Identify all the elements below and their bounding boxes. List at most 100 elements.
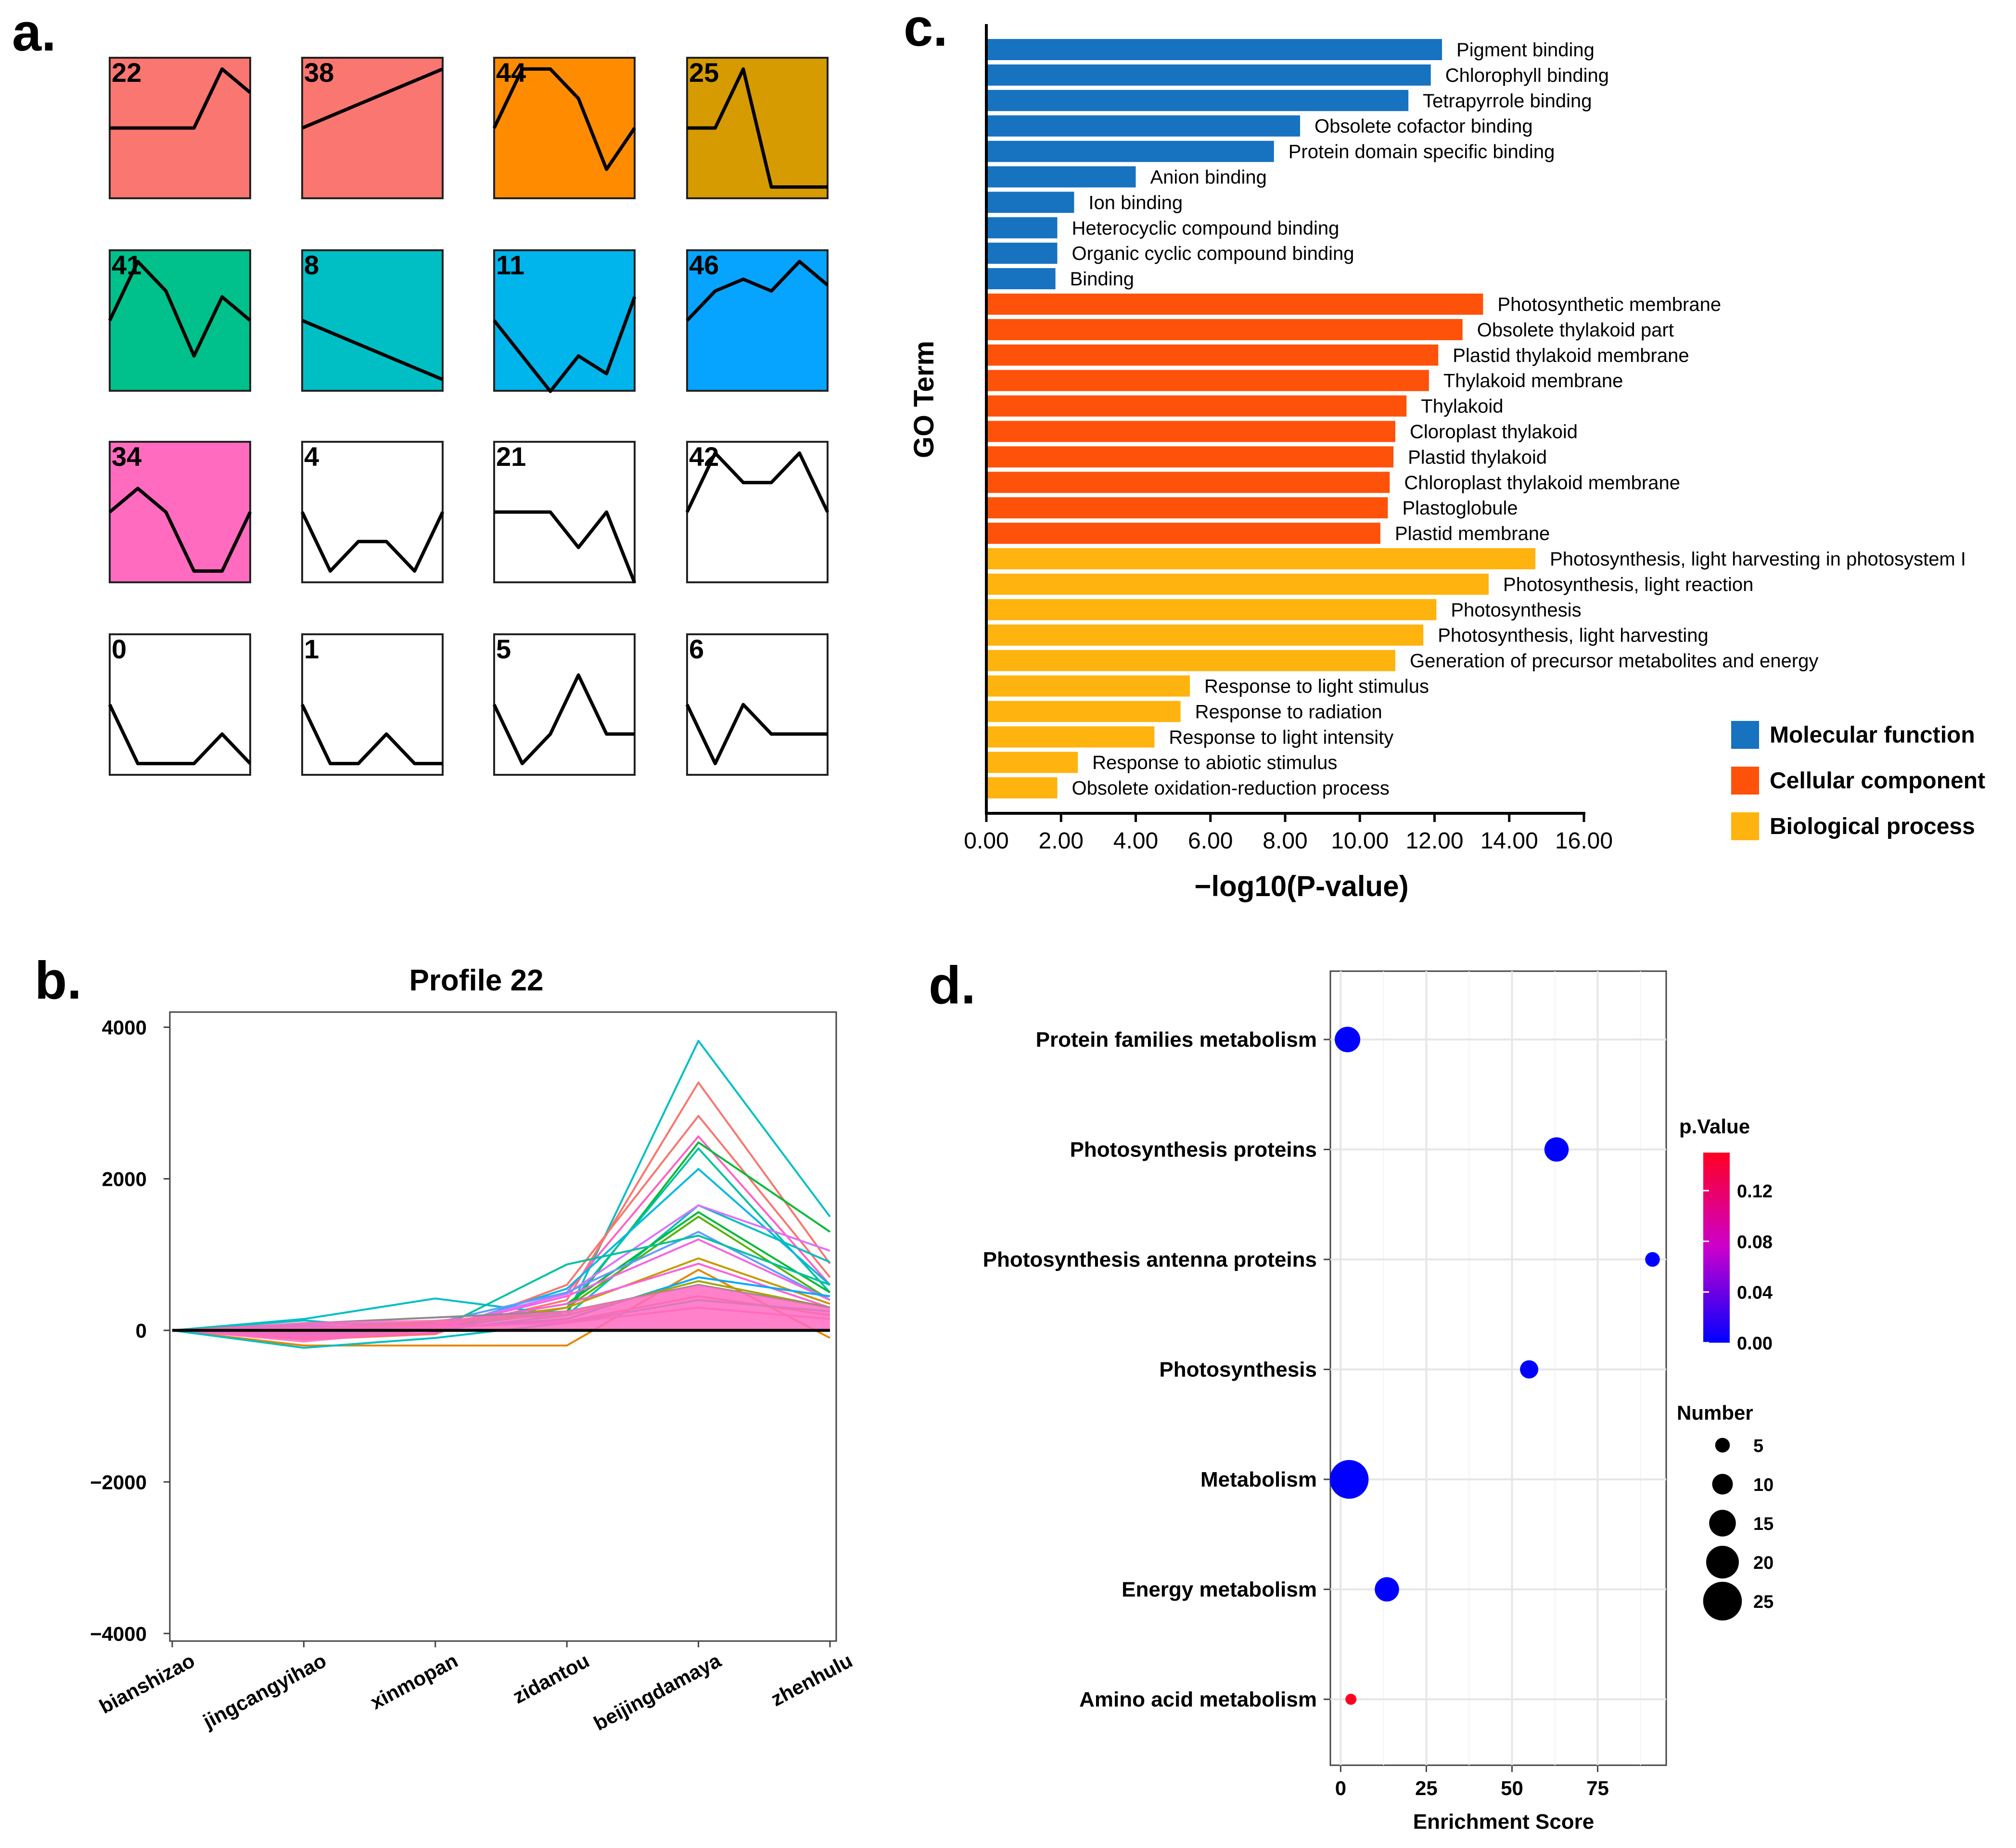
colorbar-tick-label: 0.12 — [1737, 1181, 1773, 1202]
profile-id-label: 1 — [304, 634, 319, 664]
panel-c-legend: Molecular function Cellular component Biol… — [1731, 721, 1985, 840]
panel-a-profiles: 22 38 44 25 41 8 11 46 34 4 21 42 0 1 5 6 — [108, 57, 829, 776]
panel-b-chart: Profile 22 4000 2000 0 −2000 −4000 bianshizao… — [90, 964, 856, 1735]
profile-id-label: 4 — [304, 441, 319, 472]
profile-id-label: 6 — [689, 634, 704, 664]
x-tick-label: zidantou — [509, 1649, 593, 1708]
profile-id-label: 0 — [112, 634, 127, 664]
go-term-label: Ion binding — [1088, 192, 1183, 213]
go-term-label: Obsolete cofactor binding — [1314, 116, 1533, 137]
go-term-label: Thylakoid — [1421, 396, 1503, 417]
go-term-label: Binding — [1070, 269, 1134, 290]
profile-id-label: 8 — [304, 250, 319, 280]
go-term-label: Photosynthesis, light harvesting in phot… — [1550, 549, 1966, 570]
go-bar — [986, 141, 1274, 162]
enrichment-point — [1335, 1027, 1361, 1052]
size-legend-label: 15 — [1753, 1514, 1774, 1534]
profile-line — [300, 704, 443, 766]
pathway-label: Energy metabolism — [1122, 1578, 1317, 1602]
go-bar — [986, 421, 1395, 442]
profile-tile-frame — [686, 633, 829, 776]
y-tick-label: −2000 — [90, 1471, 147, 1493]
size-legend-dot — [1709, 1510, 1736, 1537]
c-x-tick-label: 10.00 — [1331, 828, 1389, 854]
colorbar-tick-label: 0.08 — [1737, 1232, 1773, 1252]
d-x-tick-label: 0 — [1335, 1777, 1346, 1799]
profile-tile-frame — [109, 633, 251, 776]
go-term-label: Plastoglobule — [1402, 498, 1518, 519]
x-tick-label: xinmopan — [367, 1649, 461, 1714]
go-term-label: Photosynthetic membrane — [1497, 294, 1721, 315]
profile-tile-34: 34 — [108, 441, 252, 583]
profile-tile-22: 22 — [109, 57, 252, 199]
profile-tile-frame — [686, 249, 829, 392]
profile-line — [493, 296, 637, 393]
profile-tile-11: 11 — [493, 249, 637, 393]
profile-tile-38: 38 — [301, 57, 444, 199]
profile-tile-4: 4 — [300, 441, 445, 583]
go-bar — [986, 726, 1155, 748]
go-term-label: Photosynthesis, light reaction — [1503, 574, 1753, 595]
go-bar — [986, 573, 1489, 595]
profile-line — [110, 67, 252, 130]
profile-id-label: 46 — [689, 250, 719, 280]
go-bar — [986, 650, 1395, 671]
size-legend-dot — [1706, 1546, 1739, 1578]
profile-id-label: 5 — [496, 634, 511, 664]
go-bar — [986, 243, 1058, 264]
panel-b-series-group — [172, 1040, 831, 1349]
go-term-label: Plastid thylakoid — [1408, 447, 1547, 468]
profile-tile-frame — [493, 249, 636, 392]
go-bar — [986, 395, 1407, 417]
panel-d-points — [1329, 1027, 1660, 1705]
panel-d-grid — [1330, 971, 1666, 1765]
go-bar — [986, 497, 1388, 519]
go-term-label: Anion binding — [1150, 167, 1267, 188]
pathway-label: Photosynthesis — [1159, 1358, 1317, 1382]
size-legend-dot — [1712, 1474, 1733, 1495]
go-bar — [986, 39, 1442, 60]
size-legend-dot — [1715, 1437, 1730, 1453]
legend-label: Biological process — [1770, 814, 1975, 839]
c-x-tick-label: 8.00 — [1263, 828, 1307, 854]
go-term-label: Photosynthesis — [1451, 600, 1581, 621]
y-tick-label: 0 — [136, 1319, 147, 1342]
number-legend-title: Number — [1677, 1401, 1753, 1424]
panel-d-axes: Protein families metabolism Photosynthesi… — [983, 1028, 1609, 1799]
c-x-tick-label: 6.00 — [1188, 828, 1233, 854]
c-x-tick-label: 16.00 — [1555, 828, 1613, 854]
panel-c-bars: Pigment binding Chlorophyll binding Tetrap… — [986, 39, 1966, 799]
profile-line — [108, 259, 252, 358]
profile-line — [492, 67, 636, 171]
go-term-label: Plastid membrane — [1395, 523, 1550, 544]
go-bar — [986, 64, 1431, 86]
profile-tile-frame — [301, 441, 444, 583]
enrichment-point — [1544, 1137, 1569, 1162]
panel-d-plot-frame — [1329, 970, 1667, 1766]
panel-d-legend: p.Value Number 0.12 0.08 0.04 0.00 5 10 15 20 25 — [1677, 1115, 1774, 1621]
go-term-label: Thylakoid membrane — [1443, 371, 1623, 392]
go-term-label: Protein domain specific binding — [1289, 141, 1555, 163]
pvalue-legend-title: p.Value — [1679, 1115, 1750, 1138]
go-bar — [986, 777, 1058, 799]
panel-b-label: b. — [35, 951, 82, 1010]
profile-line — [301, 319, 444, 381]
pathway-label: Protein families metabolism — [1036, 1028, 1317, 1052]
profile-tile-21: 21 — [493, 441, 637, 584]
go-bar — [986, 344, 1439, 366]
legend-swatch — [1731, 721, 1759, 749]
go-bar — [986, 701, 1181, 722]
profile-tile-42: 42 — [685, 441, 829, 583]
profile-line — [108, 487, 252, 573]
panel-c-chart: GO Term Pigment binding Chlorophyll bindi… — [908, 24, 1985, 902]
profile-id-label: 21 — [496, 441, 526, 472]
go-bar — [986, 523, 1380, 544]
x-tick-label: bianshizao — [96, 1649, 199, 1718]
go-bar — [986, 192, 1074, 213]
profile-id-label: 11 — [496, 250, 524, 280]
profile-id-label: 44 — [496, 57, 526, 88]
legend-label: Molecular function — [1770, 722, 1975, 748]
profile-line — [301, 67, 444, 130]
go-term-label: Response to light intensity — [1169, 727, 1393, 748]
c-x-tick-label: 12.00 — [1405, 828, 1463, 854]
